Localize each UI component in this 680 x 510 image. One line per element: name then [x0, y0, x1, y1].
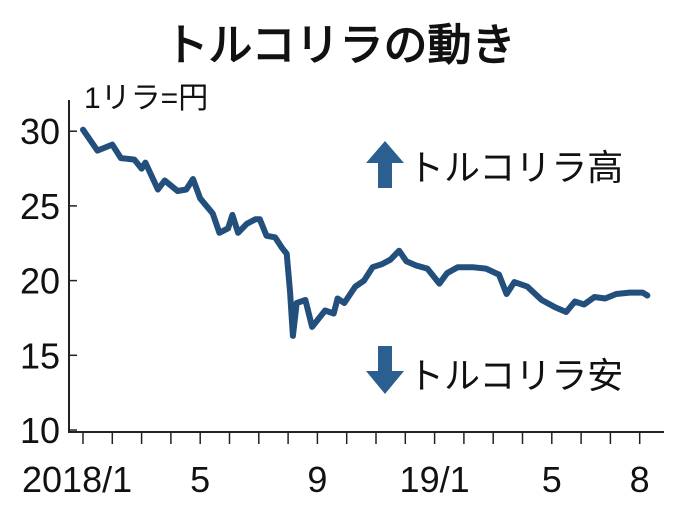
down-arrow-icon	[366, 346, 404, 394]
up-arrow-icon	[366, 141, 404, 188]
x-tick-label: 19/1	[400, 459, 470, 500]
annotation-up-label: トルコリラ高	[408, 147, 623, 188]
y-tick-label: 10	[20, 410, 60, 451]
annotation-up: トルコリラ高	[366, 141, 623, 188]
y-tick-label: 25	[20, 186, 60, 227]
x-tick-label: 8	[630, 459, 650, 500]
x-tick-label: 5	[190, 459, 210, 500]
annotation-down-label: トルコリラ安	[408, 355, 623, 396]
x-tick-label: 2018/1	[22, 459, 132, 500]
x-tick-label: 9	[307, 459, 327, 500]
y-tick-label: 20	[20, 261, 60, 302]
chart-title: トルコリラの動き	[164, 21, 515, 70]
y-axis-unit-label: 1リラ=円	[84, 82, 208, 115]
y-tick-label: 30	[20, 111, 60, 152]
x-tick-label: 5	[542, 459, 562, 500]
annotation-down: トルコリラ安	[366, 346, 623, 396]
series-line	[80, 126, 651, 339]
y-tick-label: 15	[20, 335, 60, 376]
